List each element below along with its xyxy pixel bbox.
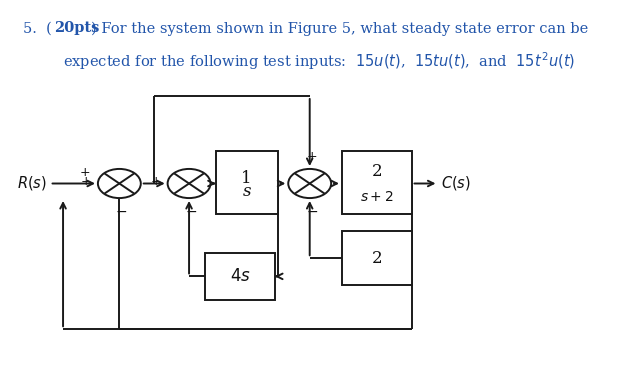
Text: +: + — [307, 150, 317, 163]
Text: $R(s)$: $R(s)$ — [18, 174, 47, 193]
Bar — [216, 151, 278, 214]
Text: $-$: $-$ — [185, 204, 197, 218]
Text: 5.  (: 5. ( — [23, 21, 52, 36]
Text: $-$: $-$ — [115, 204, 127, 218]
Text: $4s$: $4s$ — [229, 268, 251, 285]
Text: $-$: $-$ — [306, 204, 318, 218]
Text: 20pts: 20pts — [54, 21, 100, 36]
Text: $s+2$: $s+2$ — [360, 190, 394, 204]
Text: +: + — [79, 166, 90, 179]
Text: ) For the system shown in Figure 5, what steady state error can be: ) For the system shown in Figure 5, what… — [91, 21, 588, 36]
Text: +: + — [271, 175, 282, 188]
Text: expected for the following test inputs:  $15u(t)$,  $15tu(t)$,  and  $15t^2u(t)$: expected for the following test inputs: … — [63, 51, 575, 72]
Text: +: + — [81, 175, 91, 188]
Text: 1: 1 — [241, 170, 252, 187]
Bar — [342, 151, 411, 214]
Bar — [205, 253, 275, 300]
Text: s: s — [243, 183, 251, 200]
Text: 2: 2 — [372, 250, 382, 267]
Text: $C(s)$: $C(s)$ — [441, 174, 471, 193]
Text: 2: 2 — [372, 163, 382, 180]
Text: +: + — [151, 175, 161, 188]
Bar — [342, 231, 411, 286]
